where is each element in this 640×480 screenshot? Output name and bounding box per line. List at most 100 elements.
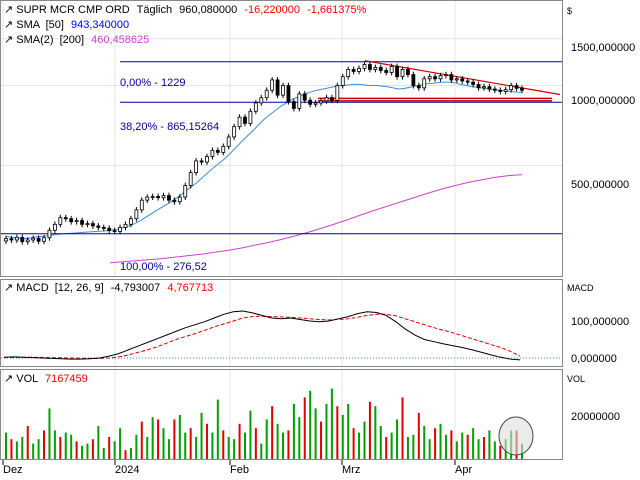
volume-bar [374, 406, 377, 459]
change-pct: -1,661375% [307, 4, 367, 16]
macd-panel [0, 279, 563, 367]
macd-label: MACD [16, 282, 48, 294]
volume-bar [292, 404, 295, 459]
volume-bar [352, 428, 355, 459]
volume-bar [309, 390, 312, 459]
volume-bar [75, 441, 78, 459]
volume-bar [135, 434, 138, 459]
symbol-label: SUPR MCR CMP ORD [16, 4, 130, 16]
candle-body [74, 220, 79, 223]
price-tick-1500: 1500,000000 [571, 42, 635, 54]
volume-bar [406, 437, 409, 459]
volume-bar [330, 388, 333, 459]
volume-bar [59, 437, 62, 459]
candle-body [20, 236, 25, 243]
sma200-legend: ↗ SMA(2) [200] 460,458625 [4, 34, 149, 46]
volume-bar [211, 432, 214, 459]
x-tick-feb: Feb [230, 464, 249, 476]
candle-body [47, 229, 52, 239]
volume-bar [368, 401, 371, 459]
candle-body [150, 196, 155, 198]
volume-bar [70, 434, 73, 459]
candle-body [167, 195, 171, 201]
vol-legend: ↗ VOL 7167459 [4, 373, 88, 385]
price-panel [0, 0, 563, 277]
candle-body [422, 78, 427, 89]
volume-bar [358, 432, 361, 459]
volume-bar [482, 437, 485, 459]
candle-body [270, 79, 275, 91]
sma50-legend: ↗ SMA [50] 943,340000 [4, 19, 129, 31]
volume-bar [271, 406, 274, 459]
candle-body [205, 156, 209, 163]
volume-bar [48, 408, 51, 459]
volume-bar [178, 415, 181, 459]
candle-body [101, 227, 106, 229]
candle-body [454, 78, 459, 81]
volume-bar [233, 439, 236, 459]
volume-bar [216, 399, 219, 459]
volume-bar [439, 423, 442, 459]
candle-body [161, 195, 166, 199]
volume-bar [21, 437, 24, 459]
volume-bar [450, 430, 453, 459]
volume-bar [417, 412, 420, 459]
volume-bar [455, 441, 458, 459]
volume-bar [129, 448, 132, 459]
candle-body [291, 101, 296, 109]
volume-bar [287, 430, 290, 459]
candle-body [460, 78, 465, 82]
candle-body [449, 74, 454, 81]
volume-bar [466, 434, 469, 459]
x-tick-mrz: Mrz [342, 464, 360, 476]
candle-body [302, 93, 307, 101]
legend-arrow-icon: ↗ [4, 19, 13, 31]
volume-bar [151, 417, 154, 459]
volume-bar [423, 426, 426, 459]
volume-bar [325, 404, 328, 459]
sma50-value: 943,340000 [71, 19, 129, 31]
volume-bar [195, 437, 198, 459]
grid-lines [1, 1, 562, 459]
volume-bar [113, 441, 116, 459]
fibonacci-layer [1, 60, 562, 235]
volume-bar [205, 423, 208, 459]
candle-body [406, 69, 410, 75]
candle-body [444, 74, 448, 77]
interval-label: Täglich [137, 4, 172, 16]
candle-body [520, 87, 524, 91]
candle-body [329, 97, 334, 101]
candle-body [221, 145, 226, 153]
candle-body [471, 81, 476, 85]
volume-bar [401, 397, 404, 459]
volume-bar [162, 428, 165, 459]
candle-body [58, 217, 63, 225]
price-tick-500: 500,000000 [571, 179, 629, 191]
volume-bar [243, 432, 246, 459]
candle-body [324, 97, 329, 102]
candle-body [313, 102, 318, 105]
candle-body [476, 83, 481, 89]
candle-body [351, 69, 356, 72]
sma200-layer [109, 174, 523, 264]
candle-body [498, 89, 503, 92]
candle-body [145, 196, 150, 201]
sma200-label: SMA(2) [16, 34, 53, 46]
x-tick-2024: 2024 [115, 464, 139, 476]
volume-bar [444, 434, 447, 459]
volume-bar [265, 419, 268, 459]
sma200-param: [200] [60, 34, 84, 46]
volume-bar [320, 421, 323, 459]
volume-bar [260, 443, 263, 459]
volume-bar [493, 441, 496, 459]
volume-bar [303, 397, 306, 459]
candle-body [286, 85, 291, 102]
volume-bar [157, 419, 160, 459]
candle-body [514, 85, 519, 89]
volume-bar [314, 408, 317, 459]
volume-bar [341, 415, 344, 459]
volume-bar [37, 439, 40, 459]
volume-bar [15, 441, 18, 459]
volume-bar [336, 406, 339, 459]
